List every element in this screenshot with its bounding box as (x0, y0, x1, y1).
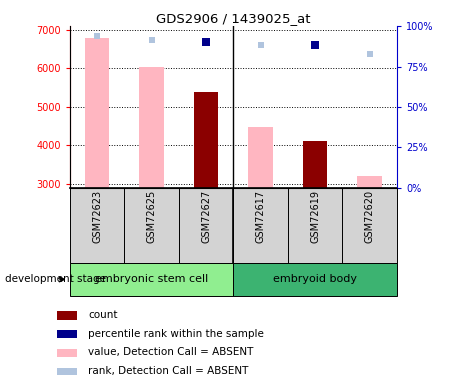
Text: GSM72620: GSM72620 (364, 190, 375, 243)
Bar (57, 368, 77, 375)
Text: count: count (88, 310, 117, 320)
Bar (303, 141, 327, 188)
Text: value, Detection Call = ABSENT: value, Detection Call = ABSENT (88, 348, 253, 357)
Bar (85, 38, 110, 188)
Text: GSM72625: GSM72625 (147, 190, 156, 243)
Bar (357, 176, 382, 188)
Bar (249, 127, 273, 188)
Bar (70, 188, 124, 262)
Text: rank, Detection Call = ABSENT: rank, Detection Call = ABSENT (88, 366, 248, 375)
Bar (70, 262, 234, 296)
Bar (179, 188, 234, 262)
Bar (342, 188, 397, 262)
Text: embryonic stem cell: embryonic stem cell (95, 274, 208, 284)
Text: GSM72623: GSM72623 (92, 190, 102, 243)
Bar (234, 188, 288, 262)
Bar (234, 262, 397, 296)
Text: GSM72617: GSM72617 (256, 190, 266, 243)
Bar (124, 188, 179, 262)
Text: GSM72627: GSM72627 (201, 190, 211, 243)
Text: percentile rank within the sample: percentile rank within the sample (88, 329, 264, 339)
Bar (57, 311, 77, 320)
Text: development stage: development stage (5, 274, 106, 284)
Title: GDS2906 / 1439025_at: GDS2906 / 1439025_at (156, 12, 311, 25)
Bar (57, 330, 77, 338)
Text: GSM72619: GSM72619 (310, 190, 320, 243)
Bar (288, 188, 342, 262)
Bar (139, 67, 164, 188)
Bar (194, 92, 218, 188)
Text: embryoid body: embryoid body (273, 274, 357, 284)
Bar (57, 349, 77, 357)
